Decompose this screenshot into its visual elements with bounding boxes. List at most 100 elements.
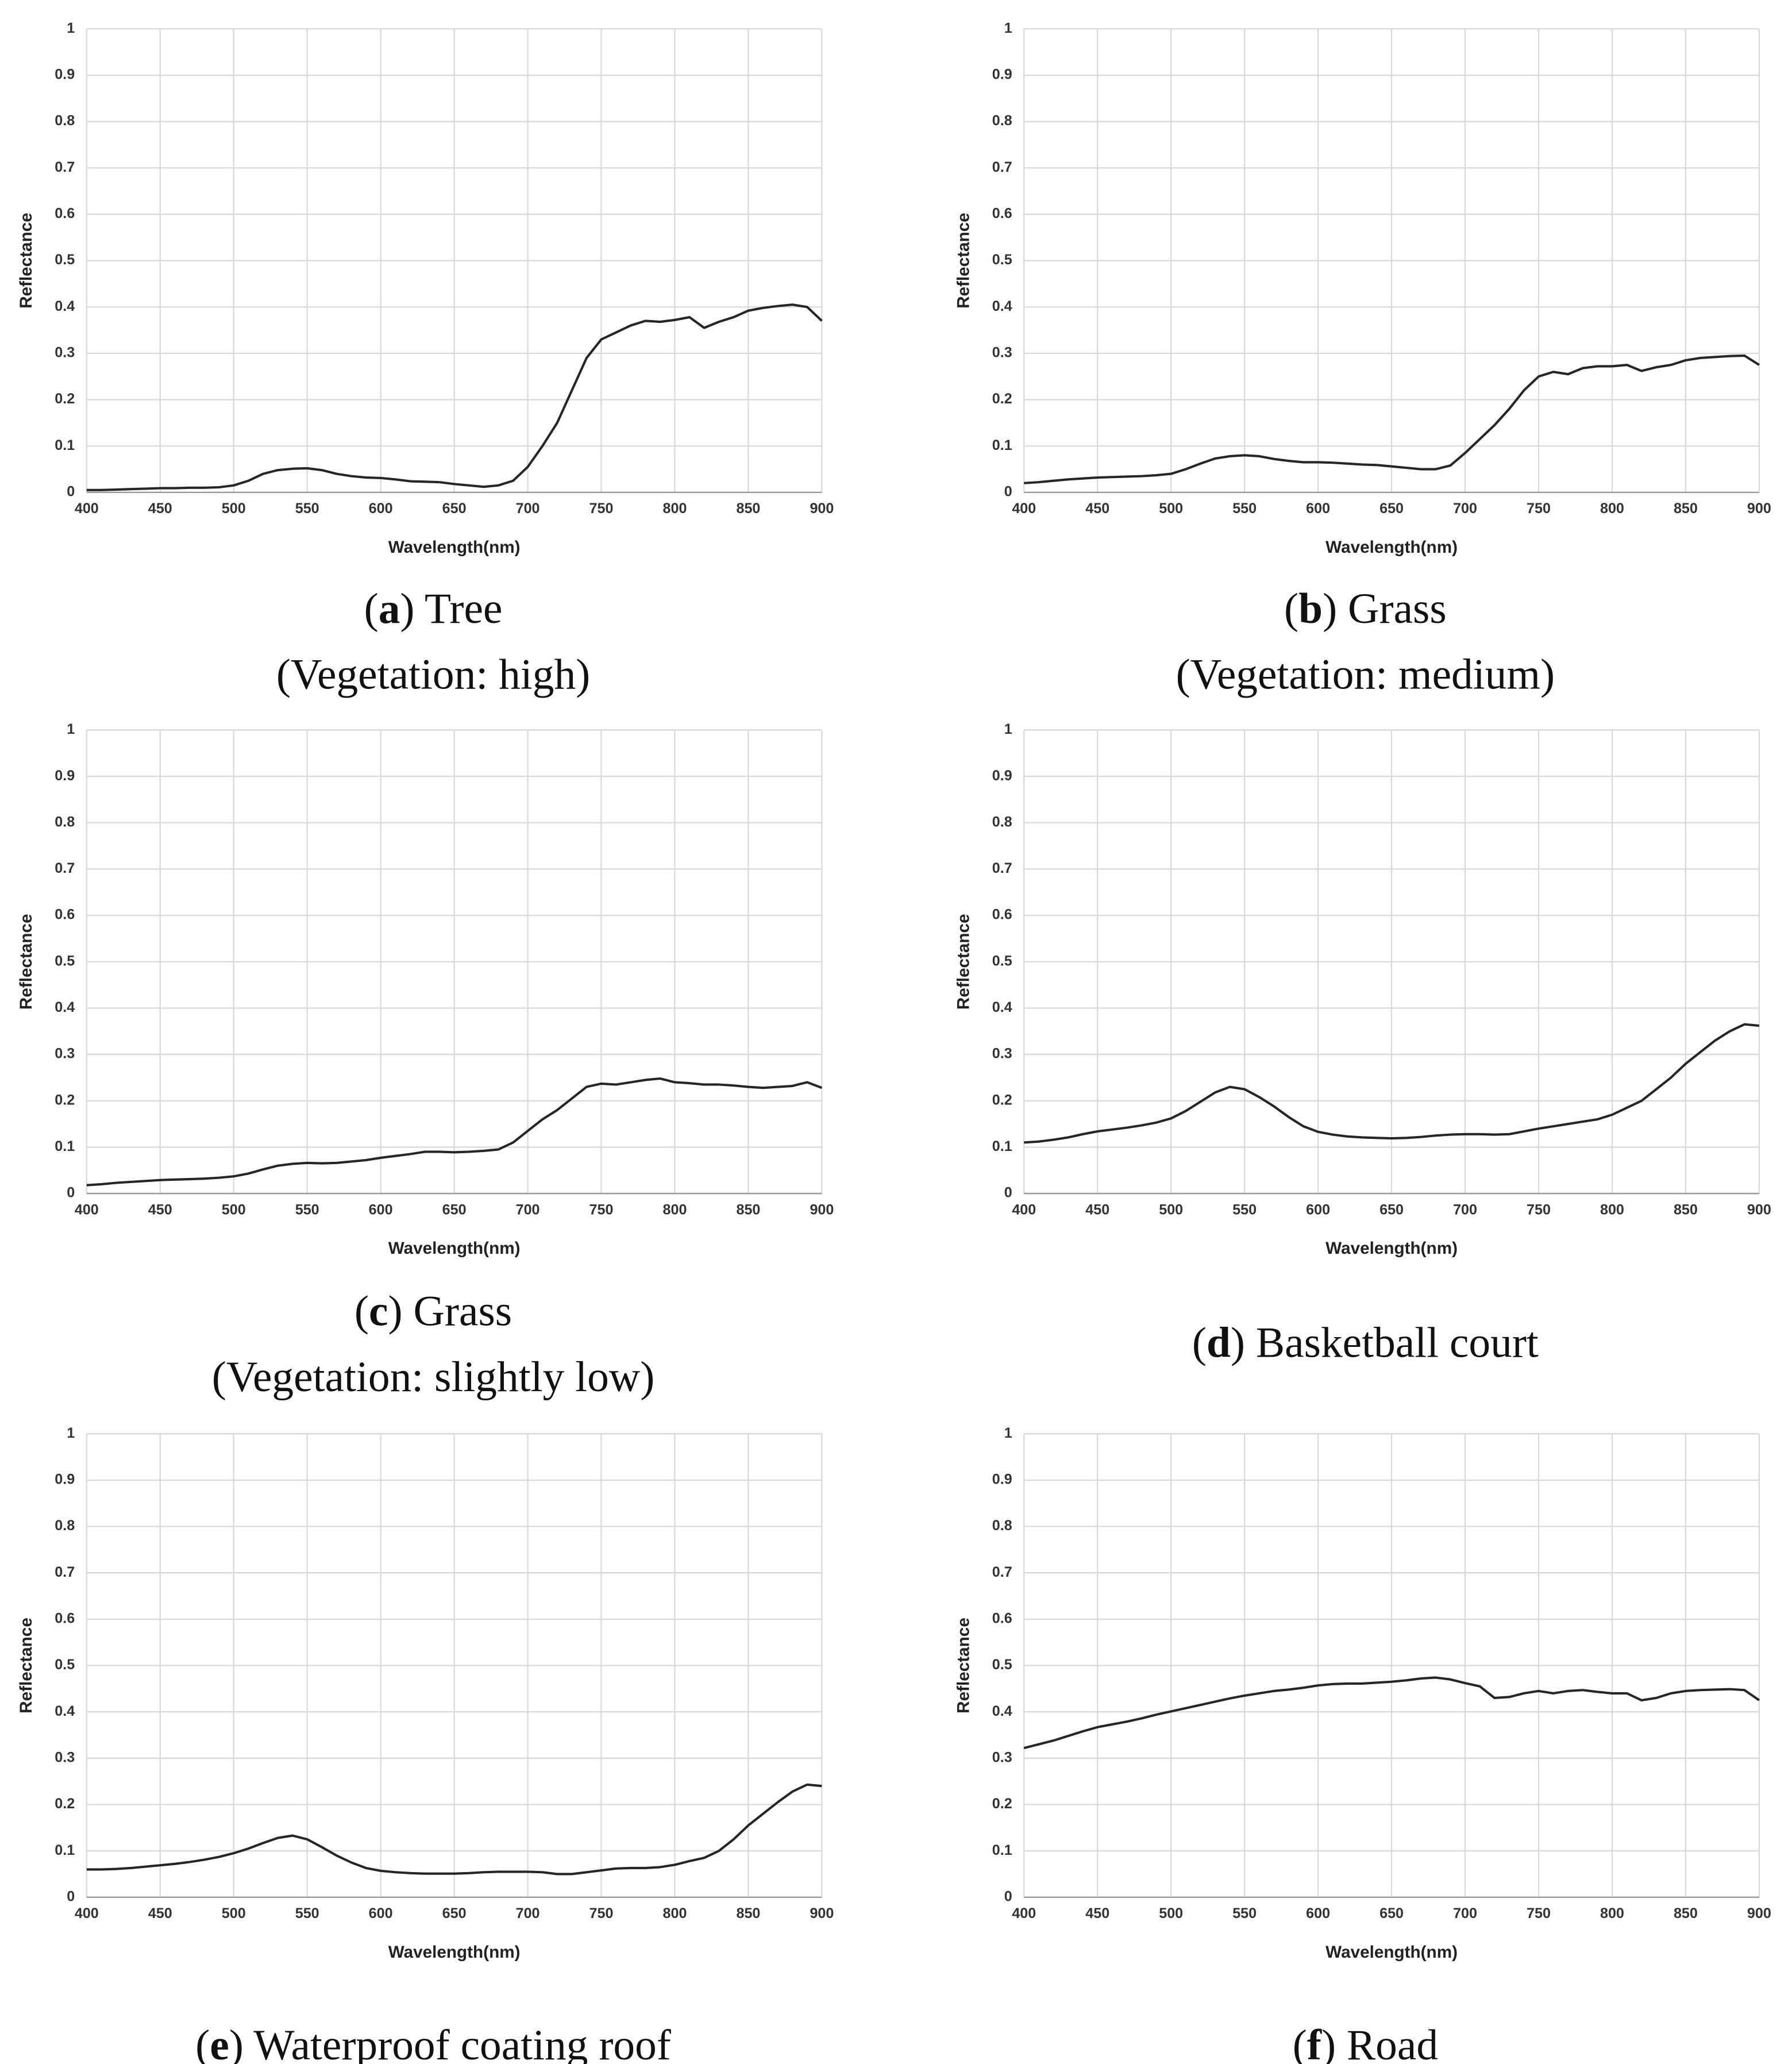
x-tick-label: 550 [1232, 500, 1257, 517]
y-tick-label: 1 [67, 1425, 75, 1441]
x-tick-label: 750 [589, 1202, 614, 1218]
spectrum-line [1023, 1676, 1760, 1750]
x-tick-label: 900 [810, 1905, 834, 1921]
y-tick-label: 0.5 [992, 953, 1012, 969]
y-tick-label: 0.8 [55, 1518, 75, 1534]
x-axis-title: Wavelength(nm) [1325, 538, 1458, 557]
y-tick-label: 0.8 [992, 113, 1012, 129]
y-tick-label: 0.8 [55, 814, 75, 830]
y-tick-label: 0.6 [992, 206, 1012, 222]
caption-part: ) Tree [400, 585, 502, 633]
y-tick-label: 0.2 [992, 1796, 1012, 1812]
spectrum-line [86, 303, 823, 491]
y-tick-label: 0 [67, 1888, 75, 1904]
y-tick-label: 0.6 [992, 1610, 1012, 1626]
y-tick-label: 0.1 [992, 1138, 1012, 1154]
y-tick-label: 0.7 [992, 159, 1012, 175]
y-tick-label: 0.1 [55, 437, 75, 453]
x-tick-label: 650 [1379, 1202, 1404, 1218]
caption-part: a [379, 585, 400, 633]
x-tick-label: 850 [736, 500, 760, 517]
caption: (d) Basketball court [1192, 1319, 1539, 1367]
y-tick-label: 0.9 [55, 67, 75, 83]
x-tick-label: 800 [1600, 1905, 1624, 1921]
y-tick-label: 0 [1004, 484, 1012, 500]
x-tick-label: 800 [663, 500, 687, 517]
y-tick-label: 0 [1004, 1185, 1012, 1201]
x-tick-label: 550 [295, 500, 319, 517]
x-tick-label: 700 [516, 500, 540, 517]
y-tick-label: 0.6 [55, 206, 75, 222]
y-axis-title: Reflectance [954, 1618, 973, 1713]
caption-part: ) Road [1321, 2021, 1438, 2064]
caption-part: d [1207, 1319, 1231, 1367]
x-tick-label: 450 [148, 1202, 172, 1218]
caption: (e) Waterproof coating roof [195, 2021, 672, 2064]
y-tick-label: 0.5 [55, 252, 75, 268]
caption-part: ) Waterproof coating roof [229, 2021, 672, 2064]
chart-panel: 0 0.1 0.2 0.3 0.4 0.5 0.6 0.7 0.8 0.9 1 400 450 500 55… [17, 721, 834, 1401]
y-tick-label: 0.9 [992, 768, 1012, 784]
x-tick-label: 500 [1159, 1202, 1183, 1218]
y-tick-label: 0.3 [55, 345, 75, 361]
caption-part: e [210, 2021, 229, 2064]
x-tick-label: 700 [516, 1905, 540, 1921]
x-tick-label: 750 [1527, 1202, 1551, 1218]
chart-panel: 0 0.1 0.2 0.3 0.4 0.5 0.6 0.7 0.8 0.9 1 400 450 500 55… [17, 1425, 834, 2064]
x-tick-label: 800 [1600, 500, 1624, 517]
y-tick-label: 0.7 [55, 860, 75, 876]
y-tick-label: 0.8 [992, 1518, 1012, 1534]
x-tick-label: 800 [1600, 1202, 1624, 1218]
y-tick-label: 0.5 [55, 1657, 75, 1673]
x-tick-label: 500 [1159, 1905, 1183, 1921]
y-tick-label: 0.7 [55, 1564, 75, 1580]
y-tick-label: 0.5 [992, 1657, 1012, 1673]
x-tick-label: 650 [1379, 1905, 1404, 1921]
caption-note: (Vegetation: slightly low) [212, 1353, 655, 1401]
y-tick-label: 0.3 [992, 1749, 1012, 1765]
x-tick-label: 450 [1085, 500, 1109, 517]
y-tick-label: 0.1 [992, 1842, 1012, 1858]
caption-part: ( [1293, 2021, 1307, 2064]
y-axis-title: Reflectance [954, 914, 973, 1010]
y-tick-label: 0.2 [55, 391, 75, 407]
y-tick-label: 1 [1004, 721, 1012, 737]
y-tick-label: 0 [1004, 1888, 1012, 1904]
x-tick-label: 850 [1674, 500, 1698, 517]
caption-part: ( [1284, 585, 1298, 633]
x-axis-title: Wavelength(nm) [388, 1943, 521, 1962]
x-tick-label: 600 [1306, 500, 1330, 517]
x-tick-label: 650 [442, 1905, 467, 1921]
x-tick-label: 900 [810, 500, 834, 517]
y-tick-label: 0.8 [55, 113, 75, 129]
x-axis-title: Wavelength(nm) [388, 538, 521, 557]
spectrum-line [1024, 354, 1760, 484]
x-tick-label: 400 [1012, 1905, 1036, 1921]
x-tick-label: 600 [1306, 1202, 1330, 1218]
y-tick-label: 0.2 [992, 391, 1012, 407]
y-tick-label: 0.5 [55, 953, 75, 969]
x-tick-label: 700 [1453, 500, 1477, 517]
caption-part: ( [1192, 1319, 1207, 1367]
x-axis-title: Wavelength(nm) [388, 1239, 521, 1258]
x-tick-label: 400 [1012, 1202, 1036, 1218]
y-tick-label: 0.8 [992, 814, 1012, 830]
x-tick-label: 550 [295, 1905, 319, 1921]
caption-part: c [369, 1288, 388, 1335]
caption-part: b [1298, 585, 1323, 633]
x-axis-title: Wavelength(nm) [1325, 1239, 1458, 1258]
x-tick-label: 900 [1747, 1202, 1771, 1218]
y-tick-label: 0.4 [992, 999, 1012, 1015]
caption-part: ) Grass [1323, 585, 1447, 633]
x-tick-label: 850 [1674, 1905, 1698, 1921]
x-axis-title: Wavelength(nm) [1325, 1943, 1458, 1962]
y-tick-label: 1 [1004, 1425, 1012, 1441]
y-tick-label: 0.4 [55, 298, 75, 314]
x-tick-label: 750 [1527, 1905, 1551, 1921]
y-tick-label: 0.1 [992, 437, 1012, 453]
y-tick-label: 1 [67, 20, 75, 36]
caption-note: (Vegetation: high) [276, 651, 590, 699]
caption-note: (Vegetation: medium) [1176, 651, 1555, 699]
x-tick-label: 400 [75, 1202, 99, 1218]
y-tick-label: 0 [67, 1185, 75, 1201]
